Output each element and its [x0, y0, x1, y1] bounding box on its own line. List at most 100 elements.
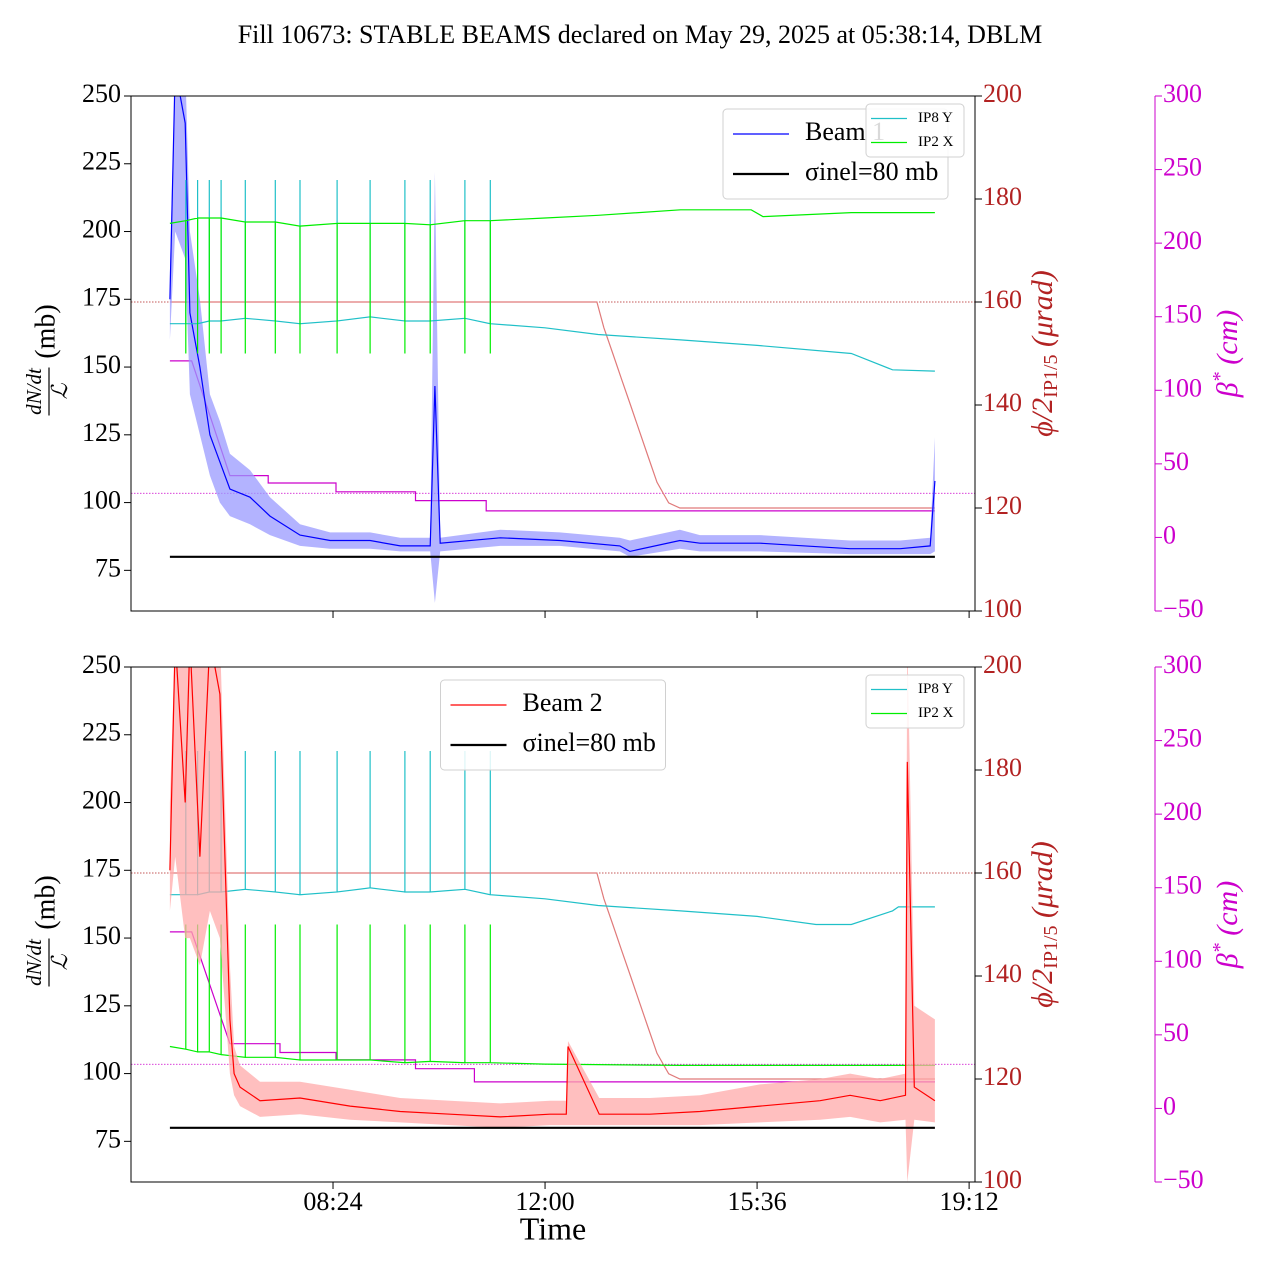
- y-tick-label: 150: [82, 350, 121, 379]
- y3-tick-label: 0: [1163, 1091, 1176, 1120]
- y-tick-label: 75: [95, 553, 121, 582]
- legend-box: [865, 103, 965, 158]
- y-tick-label: 200: [82, 214, 121, 243]
- plot-area: [131, 667, 975, 1182]
- x-axis-label: Time: [520, 1210, 586, 1246]
- series-line: [169, 872, 935, 1080]
- legend: IP8 Y IP2 X: [865, 674, 965, 729]
- y3-tick-label: 100: [1163, 373, 1202, 402]
- y-tick-label: 225: [82, 147, 121, 176]
- y3-tick-label: 150: [1163, 300, 1202, 329]
- y3-tick-label: 0: [1163, 520, 1176, 549]
- series-line: [169, 209, 935, 354]
- legend-label: σinel=80 mb: [805, 157, 938, 186]
- y-tick-label: 250: [82, 650, 121, 679]
- legend-label: IP8 Y: [918, 681, 953, 697]
- y-tick-label: 250: [82, 79, 121, 108]
- series-line: [169, 924, 935, 1066]
- y2-label-main: ϕ/2: [1026, 398, 1059, 437]
- y3-tick-label: 100: [1163, 944, 1202, 973]
- y2-tick-label: 200: [983, 79, 1022, 108]
- y2-label: ϕ/2IP1/5 (μrad): [1026, 270, 1062, 436]
- y3-tick-label: 300: [1163, 650, 1202, 679]
- y2-label-sub: IP1/5: [1040, 355, 1062, 398]
- y-label-unit: (mb): [30, 875, 61, 929]
- y-tick-label: 100: [82, 486, 121, 515]
- legend-label: Beam 2: [523, 688, 603, 717]
- y-tick-label: 150: [82, 921, 121, 950]
- x-tick-label: 12:00: [515, 1187, 574, 1216]
- y2-tick-label: 140: [983, 959, 1022, 988]
- y2-label-unit: (μrad): [1026, 270, 1059, 354]
- y3-tick-label: 200: [1163, 226, 1202, 255]
- y2-axis-label: ϕ/2IP1/5 (μrad): [1026, 270, 1062, 436]
- y-tick-label: 125: [82, 418, 121, 447]
- y-tick-label: 175: [82, 853, 121, 882]
- legend-label: σinel=80 mb: [523, 728, 656, 757]
- legend-box: [440, 679, 666, 771]
- y-label-unit: (mb): [30, 304, 61, 358]
- y2-label-unit: (μrad): [1026, 841, 1059, 925]
- series-line: [169, 751, 935, 926]
- y3-label-sup: *: [1209, 372, 1231, 382]
- y3-axis-label: β* (cm): [1209, 310, 1244, 398]
- y3-axis-label: β* (cm): [1209, 881, 1244, 969]
- y2-tick-label: 160: [983, 856, 1022, 885]
- x-tick-label: 19:12: [939, 1187, 998, 1216]
- plot-frame: [130, 666, 976, 1183]
- y-tick-label: 225: [82, 718, 121, 747]
- y3-tick-label: 300: [1163, 79, 1202, 108]
- y3-label-unit: (cm): [1211, 310, 1244, 372]
- y2-tick-label: 100: [983, 594, 1022, 623]
- y3-label: β* (cm): [1209, 310, 1244, 398]
- y3-tick-label: 250: [1163, 153, 1202, 182]
- y3-tick-label: 150: [1163, 871, 1202, 900]
- y-label-denominator: ℒ: [47, 953, 72, 970]
- y3-tick-label: 50: [1163, 1018, 1189, 1047]
- y2-tick-label: 180: [983, 182, 1022, 211]
- error-band: [169, 96, 935, 603]
- y-tick-label: 175: [82, 282, 121, 311]
- y3-label: β* (cm): [1209, 881, 1244, 969]
- y3-tick-label: 250: [1163, 724, 1202, 753]
- legend-label: IP8 Y: [918, 110, 953, 126]
- y-label-numerator: dN/dt: [22, 938, 46, 986]
- y-tick-label: 75: [95, 1124, 121, 1153]
- panel: 75 100 125 150 175 200 225 250 100 120 140 160 180 20…: [22, 79, 1244, 623]
- y-tick-label: 125: [82, 989, 121, 1018]
- plot-area: [131, 96, 975, 603]
- y3-label-main: β: [1211, 382, 1244, 398]
- y2-axis-label: ϕ/2IP1/5 (μrad): [1026, 841, 1062, 1007]
- legend-label: IP2 X: [918, 705, 954, 721]
- y-axis-label: dN/dt ℒ (mb): [22, 875, 72, 987]
- y3-tick-label: −50: [1163, 1165, 1204, 1194]
- panel: 75 100 125 150 175 200 225 250 100 120 140 160 180 20…: [22, 650, 1244, 1246]
- y3-tick-label: 50: [1163, 447, 1189, 476]
- y2-tick-label: 100: [983, 1165, 1022, 1194]
- y-label-denominator: ℒ: [47, 382, 72, 399]
- legend: IP8 Y IP2 X: [865, 103, 965, 158]
- y2-label-sub: IP1/5: [1040, 926, 1062, 969]
- legend: Beam 2 σinel=80 mb: [440, 679, 666, 771]
- y3-tick-label: 200: [1163, 797, 1202, 826]
- series-line: [169, 667, 936, 1118]
- y-label-numerator: dN/dt: [22, 367, 46, 415]
- y2-tick-label: 160: [983, 285, 1022, 314]
- y3-label-sup: *: [1209, 943, 1231, 953]
- series-line: [169, 931, 935, 1083]
- x-tick-label: 15:36: [727, 1187, 786, 1216]
- y2-label-main: ϕ/2: [1026, 969, 1059, 1008]
- plot-frame: [130, 95, 976, 612]
- y-tick-label: 100: [82, 1057, 121, 1086]
- y2-tick-label: 180: [983, 753, 1022, 782]
- y2-tick-label: 140: [983, 388, 1022, 417]
- y2-tick-label: 200: [983, 650, 1022, 679]
- legend-label: IP2 X: [918, 134, 954, 150]
- y3-label-main: β: [1211, 953, 1244, 969]
- y-tick-label: 200: [82, 785, 121, 814]
- series-line: [169, 96, 936, 553]
- y-axis-label: dN/dt ℒ (mb): [22, 304, 72, 416]
- y2-tick-label: 120: [983, 491, 1022, 520]
